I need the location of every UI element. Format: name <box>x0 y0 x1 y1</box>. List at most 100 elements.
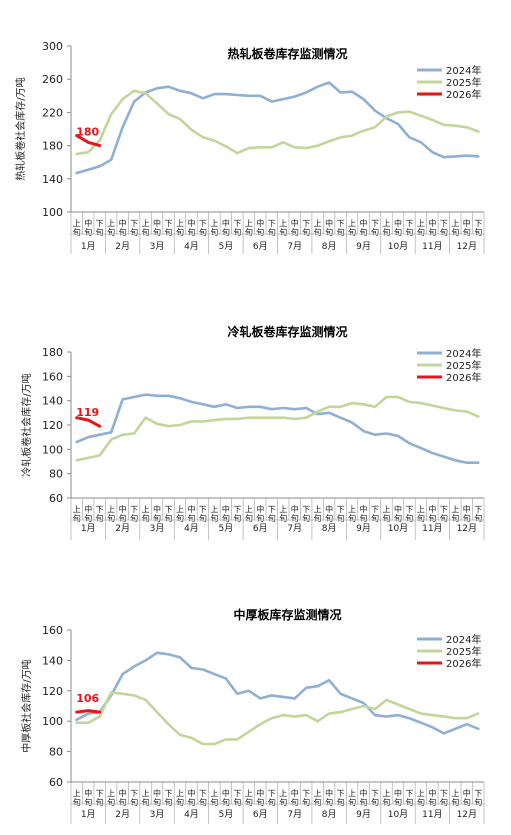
x-tick-label: 下旬 <box>268 789 276 807</box>
x-tick-label-char: 旬 <box>222 513 230 523</box>
x-tick-label: 下旬 <box>440 789 448 807</box>
legend-label: 2024年 <box>446 633 481 646</box>
x-tick-label-char: 中 <box>291 218 299 228</box>
x-tick-label-char: 上 <box>107 789 115 798</box>
x-tick-label-char: 旬 <box>463 797 471 807</box>
month-label: 1月 <box>81 809 96 820</box>
x-tick-label-char: 旬 <box>394 513 402 523</box>
x-tick-label: 中旬 <box>394 218 402 237</box>
x-tick-label: 中旬 <box>222 788 230 807</box>
x-tick-label-char: 下 <box>405 505 413 514</box>
x-tick-label: 中旬 <box>325 218 333 237</box>
x-tick-label-char: 中 <box>463 788 471 798</box>
month-label: 8月 <box>322 241 337 252</box>
x-tick-label-char: 旬 <box>337 797 345 807</box>
x-tick-label-char: 中 <box>463 218 471 228</box>
x-tick-label-char: 下 <box>371 505 379 514</box>
x-tick-label-char: 旬 <box>463 513 471 523</box>
x-tick-label-char: 下 <box>440 505 448 514</box>
x-tick-label-char: 中 <box>84 218 92 228</box>
x-tick-label: 上旬 <box>417 219 425 237</box>
x-tick-label-char: 旬 <box>417 797 425 807</box>
x-tick-label-char: 旬 <box>119 513 127 523</box>
x-tick-label-char: 上 <box>348 789 356 798</box>
x-tick-label-char: 旬 <box>451 797 459 807</box>
x-tick-label: 上旬 <box>142 505 150 523</box>
x-tick-label-char: 旬 <box>428 513 436 523</box>
x-tick-label-char: 旬 <box>187 797 195 807</box>
x-tick-label-char: 旬 <box>348 513 356 523</box>
month-label: 5月 <box>219 809 234 820</box>
x-tick-label: 下旬 <box>199 219 207 237</box>
x-tick-label-char: 中 <box>187 218 195 228</box>
x-tick-label-char: 旬 <box>119 797 127 807</box>
x-tick-label: 中旬 <box>325 788 333 807</box>
x-tick-label: 中旬 <box>463 504 471 523</box>
x-tick-label-char: 上 <box>348 219 356 228</box>
x-tick-label: 中旬 <box>256 218 264 237</box>
x-tick-label-char: 中 <box>325 504 333 514</box>
x-tick-label-char: 上 <box>176 219 184 228</box>
x-tick-label-char: 下 <box>474 505 482 514</box>
x-tick-label: 下旬 <box>302 219 310 237</box>
x-tick-label-char: 旬 <box>210 227 218 237</box>
y-tick-label: 180 <box>42 346 63 359</box>
month-label: 1月 <box>81 241 96 252</box>
x-tick-label-char: 旬 <box>417 227 425 237</box>
x-tick-label-char: 上 <box>382 219 390 228</box>
series-line-2026年 <box>75 416 102 428</box>
x-tick-label-char: 旬 <box>371 513 379 523</box>
y-tick-label: 100 <box>42 715 63 728</box>
y-tick-label: 260 <box>42 73 63 86</box>
x-tick-label-char: 旬 <box>107 513 115 523</box>
x-tick-label-char: 中 <box>256 504 264 514</box>
x-tick-label-char: 中 <box>360 788 368 798</box>
month-label: 10月 <box>388 523 408 534</box>
x-tick-label-char: 旬 <box>176 227 184 237</box>
x-tick-label: 中旬 <box>256 504 264 523</box>
x-tick-label-char: 旬 <box>153 227 161 237</box>
x-tick-label: 下旬 <box>474 219 482 237</box>
x-tick-label-char: 上 <box>451 219 459 228</box>
series-2026-annotation: 180 <box>76 126 99 139</box>
x-tick-label-char: 下 <box>337 789 345 798</box>
x-tick-label: 中旬 <box>84 504 92 523</box>
x-tick-label-char: 上 <box>348 505 356 514</box>
x-tick-label: 中旬 <box>325 504 333 523</box>
x-tick-label: 上旬 <box>314 505 322 523</box>
x-tick-label: 上旬 <box>245 789 253 807</box>
x-tick-label-char: 旬 <box>165 513 173 523</box>
month-label: 2月 <box>115 241 130 252</box>
x-tick-label-char: 上 <box>142 789 150 798</box>
month-label: 9月 <box>356 241 371 252</box>
x-tick-label-char: 旬 <box>256 513 264 523</box>
x-tick-label: 下旬 <box>371 789 379 807</box>
legend-label: 2026年 <box>446 657 481 670</box>
x-tick-label-char: 旬 <box>222 797 230 807</box>
x-tick-label-char: 旬 <box>314 227 322 237</box>
month-label: 12月 <box>457 241 477 252</box>
x-tick-label-char: 旬 <box>233 227 241 237</box>
x-tick-label: 下旬 <box>96 789 104 807</box>
month-label: 6月 <box>253 809 268 820</box>
x-tick-label: 中旬 <box>256 788 264 807</box>
x-tick-label-char: 下 <box>130 789 138 798</box>
x-tick-label-char: 上 <box>417 505 425 514</box>
legend-label: 2026年 <box>446 371 481 384</box>
x-tick-label-char: 旬 <box>256 227 264 237</box>
x-tick-label-char: 旬 <box>107 227 115 237</box>
x-tick-label-char: 旬 <box>130 227 138 237</box>
x-tick-label: 下旬 <box>302 789 310 807</box>
x-tick-label-char: 中 <box>222 788 230 798</box>
month-label: 2月 <box>115 523 130 534</box>
y-tick-label: 60 <box>49 492 63 505</box>
month-label: 12月 <box>457 523 477 534</box>
legend-label: 2025年 <box>446 76 481 89</box>
y-tick-label: 140 <box>42 173 63 186</box>
x-tick-label-char: 中 <box>428 504 436 514</box>
x-tick-label-char: 旬 <box>360 513 368 523</box>
month-label: 7月 <box>287 523 302 534</box>
x-tick-label: 上旬 <box>451 789 459 807</box>
x-tick-label-char: 中 <box>428 788 436 798</box>
